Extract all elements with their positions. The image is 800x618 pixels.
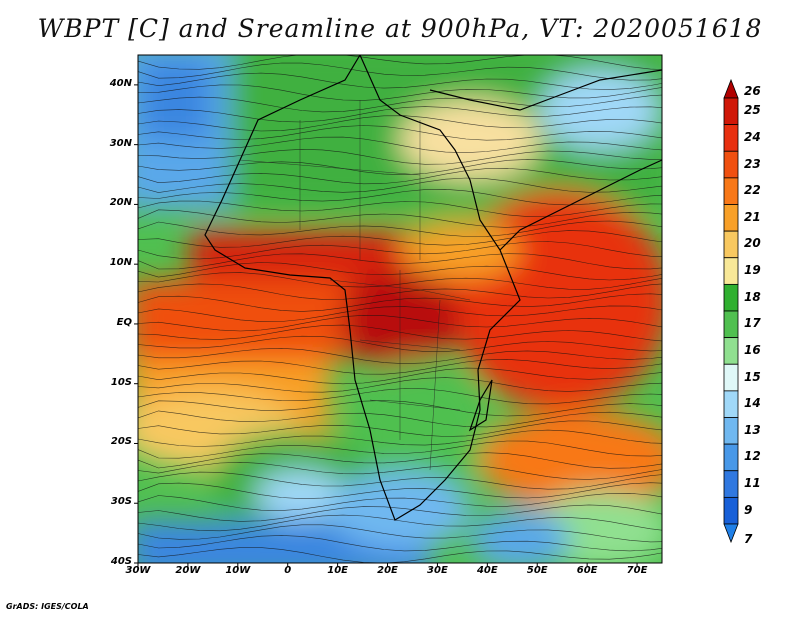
lon-tick-label: 0: [284, 565, 292, 576]
colorbar-label: 16: [744, 342, 761, 357]
colorbar-top-arrow: [723, 78, 739, 99]
colorbar-label: 17: [744, 316, 761, 331]
lat-tick-label: 30S: [110, 496, 132, 508]
colorbar-label: 9: [744, 502, 753, 517]
plot-frame: [137, 54, 663, 564]
colorbar-label: 7: [744, 532, 753, 546]
colorbar-segment: [723, 150, 739, 179]
lon-tick-label: 20E: [377, 565, 398, 576]
colorbar-label: 21: [744, 209, 761, 224]
colorbar-segment: [723, 337, 739, 365]
colorbar-label: 26: [744, 84, 761, 98]
streamlines: [138, 55, 662, 563]
lat-tick-label: EQ: [116, 316, 132, 328]
colorbar-label: 13: [744, 422, 761, 437]
lon-tick-label: 60E: [576, 565, 598, 576]
colorbar-label: 20: [744, 236, 761, 251]
colorbar-bottom-arrow: [723, 523, 739, 544]
colorbar-segment: [723, 443, 739, 472]
lat-tick-label: 40N: [109, 77, 132, 89]
colorbar-segment: [723, 97, 739, 126]
colorbar-segment: [723, 257, 739, 285]
lon-tick-label: 30W: [125, 565, 151, 576]
lat-tick-label: 30N: [109, 137, 132, 149]
country-borders: [239, 100, 471, 471]
lat-tick-label: 20N: [109, 197, 132, 209]
colorbar-segment: [723, 363, 739, 392]
colorbar-segment: [723, 470, 739, 498]
colorbar-segment: [723, 310, 739, 339]
map-title: WBPT [C] and Sreamline at 900hPa, VT: 20…: [37, 14, 763, 43]
colorbar-label: 12: [744, 449, 761, 464]
colorbar-segment: [723, 124, 739, 152]
colorbar-label: 15: [744, 369, 761, 384]
lat-tick-label: 10S: [110, 376, 132, 388]
lon-tick-label: 50E: [526, 565, 548, 576]
colorbar-segment: [723, 204, 739, 232]
colorbar-segment: [723, 230, 739, 259]
colorbar-label: 18: [744, 289, 761, 304]
colorbar-segment: [723, 417, 739, 445]
colorbar-segment: [723, 177, 739, 205]
colorbar-segment: [723, 390, 739, 418]
grads-credit: GrADS: IGES/COLA: [6, 602, 89, 611]
colorbar-label: 22: [744, 183, 761, 198]
colorbar: [723, 78, 739, 544]
colorbar-label: 14: [744, 396, 761, 411]
coastline: [204, 55, 662, 521]
colorbar-label: 24: [744, 129, 761, 144]
lon-tick-label: 40E: [476, 565, 498, 576]
lat-tick-label: 10N: [109, 257, 132, 269]
colorbar-label: 25: [744, 103, 761, 118]
colorbar-label: 23: [744, 156, 761, 171]
colorbar-segment: [723, 283, 739, 312]
lon-tick-label: 10W: [225, 565, 251, 576]
colorbar-label: 19: [744, 263, 761, 278]
lon-tick-label: 20W: [175, 565, 201, 576]
lon-tick-label: 10E: [327, 565, 348, 576]
lat-tick-label: 20S: [110, 436, 132, 448]
colorbar-label: 11: [744, 476, 761, 491]
lon-tick-label: 70E: [626, 565, 648, 576]
lat-tick-label: 40S: [110, 556, 132, 567]
lon-tick-label: 30E: [427, 565, 448, 576]
colorbar-segment: [723, 496, 739, 525]
